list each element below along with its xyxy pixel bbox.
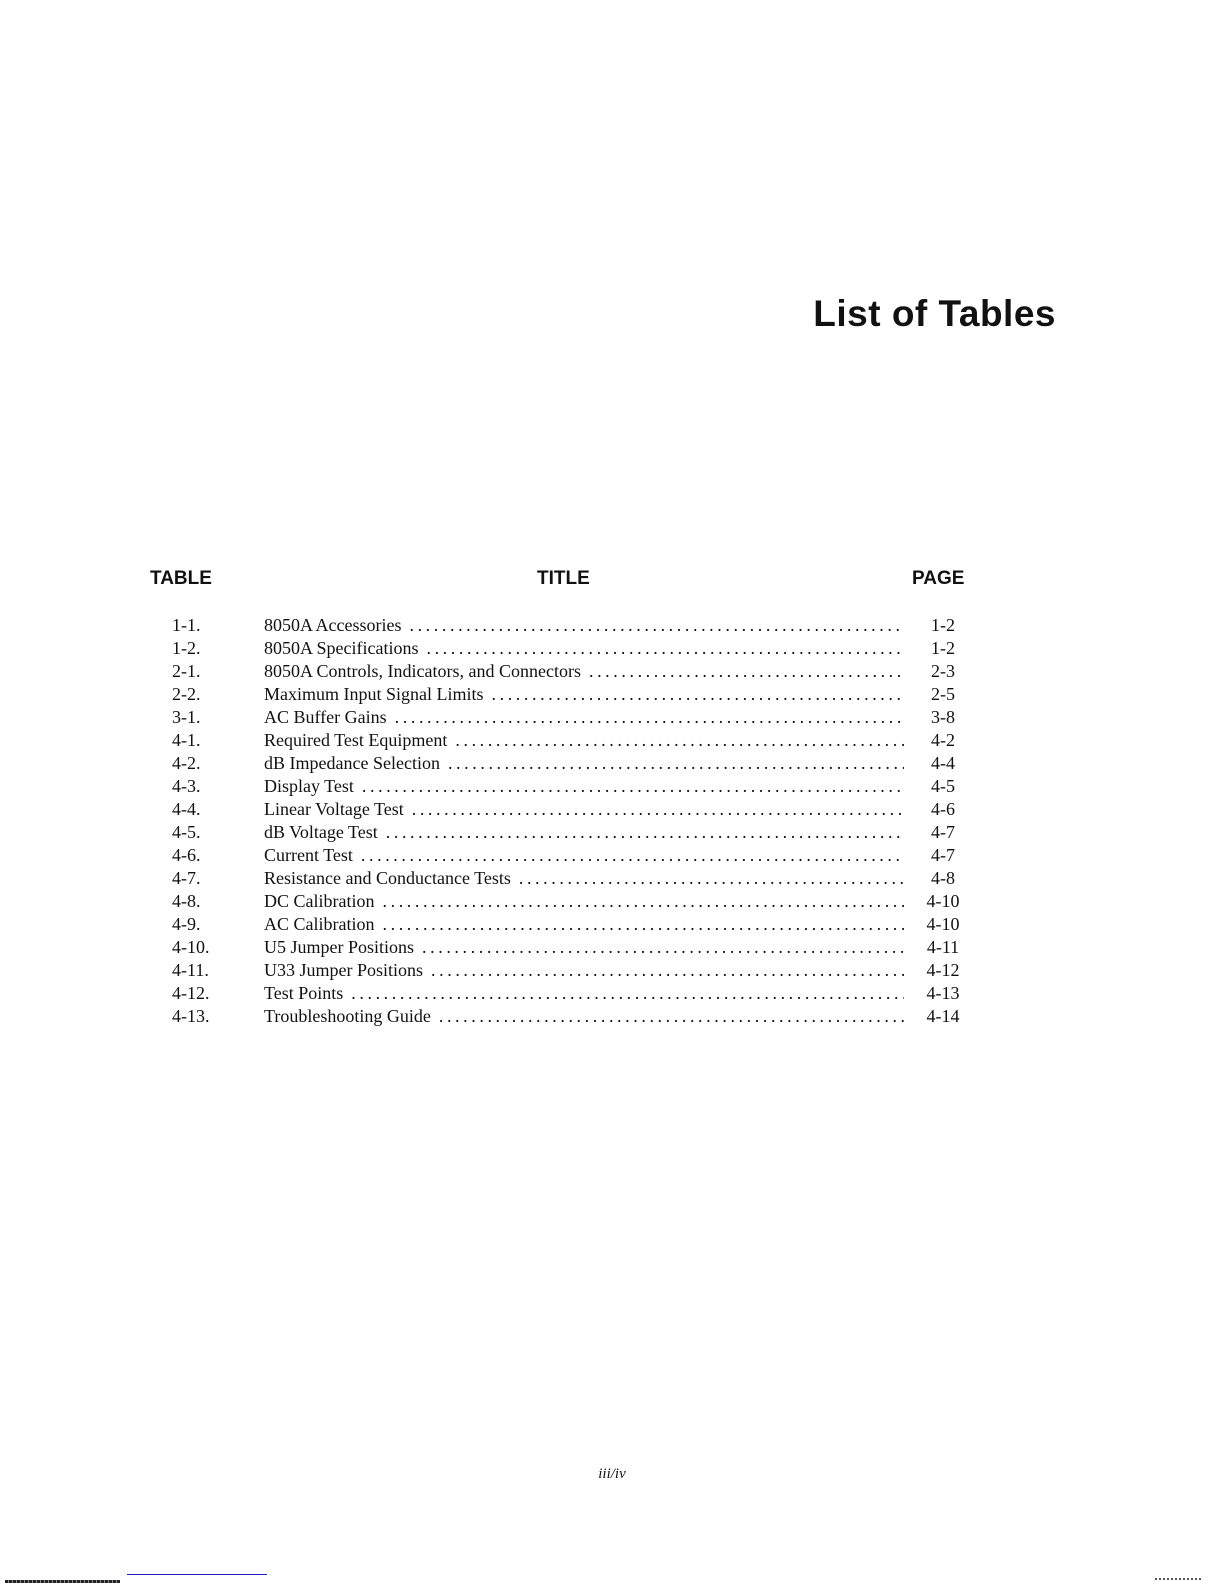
- list-item: 4-1. Required Test Equipment.............…: [0, 729, 1224, 752]
- page-ref: 4-10: [926, 891, 960, 911]
- list-item: 4-5. dB Voltage Test.....................…: [0, 821, 1224, 844]
- table-number: 4-5.: [172, 822, 201, 842]
- list-item: 4-13. Troubleshooting Guide..............…: [0, 1005, 1224, 1028]
- dot-leader: ........................................…: [385, 822, 904, 842]
- dot-leader: ........................................…: [360, 845, 904, 865]
- page-title: List of Tables: [813, 293, 1056, 334]
- table-title: Linear Voltage Test: [264, 799, 404, 819]
- list-item: 4-11. U33 Jumper Positions...............…: [0, 959, 1224, 982]
- table-number: 4-4.: [172, 799, 201, 819]
- dot-leader: ........................................…: [455, 730, 904, 750]
- table-title: Troubleshooting Guide: [264, 1006, 431, 1026]
- table-list: 1-1. 8050A Accessories...................…: [0, 614, 1224, 1028]
- list-item: 4-7. Resistance and Conductance Tests....…: [0, 867, 1224, 890]
- list-item: 1-2. 8050A Specifications................…: [0, 637, 1224, 660]
- page-ref: 4-11: [926, 937, 960, 957]
- dot-leader: ........................................…: [394, 707, 904, 727]
- page-ref: 4-14: [926, 1006, 960, 1026]
- list-item: 4-6. Current Test........................…: [0, 844, 1224, 867]
- page-ref: 4-6: [931, 799, 955, 819]
- page-ref: 4-4: [931, 753, 955, 773]
- table-number: 4-10.: [172, 937, 210, 957]
- dot-leader: ........................................…: [491, 684, 905, 704]
- dot-leader: ........................................…: [411, 799, 904, 819]
- table-title: AC Buffer Gains: [264, 707, 387, 727]
- table-title: 8050A Controls, Indicators, and Connecto…: [264, 661, 581, 681]
- list-item: 2-2. Maximum Input Signal Limits.........…: [0, 683, 1224, 706]
- table-title: 8050A Specifications: [264, 638, 419, 658]
- table-number: 1-2.: [172, 638, 201, 658]
- list-item: 4-8. DC Calibration......................…: [0, 890, 1224, 913]
- page-ref: 1-2: [931, 638, 955, 658]
- table-number: 2-1.: [172, 661, 201, 681]
- table-title: Maximum Input Signal Limits: [264, 684, 484, 704]
- page-ref: 4-5: [931, 776, 955, 796]
- column-header-table: TABLE: [150, 568, 212, 589]
- table-title: U5 Jumper Positions: [264, 937, 415, 957]
- table-title: 8050A Accessories: [264, 615, 402, 635]
- scan-artifact: [1155, 1578, 1203, 1580]
- list-item: 4-9. AC Calibration......................…: [0, 913, 1224, 936]
- page-ref: 2-3: [931, 661, 955, 681]
- list-item: 4-12. Test Points........................…: [0, 982, 1224, 1005]
- dot-leader: ........................................…: [447, 753, 904, 773]
- table-number: 2-2.: [172, 684, 201, 704]
- dot-leader: ........................................…: [382, 914, 905, 934]
- table-title: AC Calibration: [264, 914, 375, 934]
- page-ref: 1-2: [931, 615, 955, 635]
- dot-leader: ........................................…: [431, 960, 904, 980]
- page-ref: 4-10: [926, 914, 960, 934]
- table-number: 1-1.: [172, 615, 201, 635]
- dot-leader: ........................................…: [518, 868, 904, 888]
- table-number: 4-3.: [172, 776, 201, 796]
- scan-artifact-line: [127, 1574, 267, 1575]
- table-number: 4-1.: [172, 730, 201, 750]
- dot-leader: ........................................…: [426, 638, 904, 658]
- list-item: 4-4. Linear Voltage Test.................…: [0, 798, 1224, 821]
- column-header-title: TITLE: [537, 568, 590, 589]
- table-number: 4-7.: [172, 868, 201, 888]
- table-number: 4-13.: [172, 1006, 210, 1026]
- page-ref: 4-8: [931, 868, 955, 888]
- dot-leader: ........................................…: [588, 661, 904, 681]
- table-title: dB Impedance Selection: [264, 753, 440, 773]
- table-number: 4-11.: [172, 960, 209, 980]
- list-item: 4-3. Display Test........................…: [0, 775, 1224, 798]
- table-title: U33 Jumper Positions: [264, 960, 424, 980]
- table-number: 4-12.: [172, 983, 210, 1003]
- dot-leader: ........................................…: [438, 1006, 904, 1026]
- scan-artifact: [5, 1580, 120, 1583]
- list-item: 4-2. dB Impedance Selection..............…: [0, 752, 1224, 775]
- table-title: DC Calibration: [264, 891, 375, 911]
- page-ref: 3-8: [931, 707, 955, 727]
- dot-leader: ........................................…: [351, 983, 904, 1003]
- table-title: Test Points: [264, 983, 344, 1003]
- table-title: Required Test Equipment: [264, 730, 448, 750]
- table-title: Resistance and Conductance Tests: [264, 868, 511, 888]
- list-item: 2-1. 8050A Controls, Indicators, and Conn…: [0, 660, 1224, 683]
- dot-leader: ........................................…: [382, 891, 905, 911]
- column-header-page: PAGE: [912, 568, 965, 589]
- table-number: 4-8.: [172, 891, 201, 911]
- page-ref: 2-5: [931, 684, 955, 704]
- dot-leader: ........................................…: [409, 615, 904, 635]
- table-number: 4-9.: [172, 914, 201, 934]
- table-title: Display Test: [264, 776, 354, 796]
- page-ref: 4-12: [926, 960, 960, 980]
- page-ref: 4-7: [931, 845, 955, 865]
- dot-leader: ........................................…: [422, 937, 904, 957]
- page-ref: 4-7: [931, 822, 955, 842]
- page-ref: 4-2: [931, 730, 955, 750]
- table-number: 3-1.: [172, 707, 201, 727]
- list-item: 4-10. U5 Jumper Positions................…: [0, 936, 1224, 959]
- table-number: 4-6.: [172, 845, 201, 865]
- page-ref: 4-13: [926, 983, 960, 1003]
- page-number: iii/iv: [598, 1466, 626, 1482]
- list-item: 1-1. 8050A Accessories...................…: [0, 614, 1224, 637]
- table-title: dB Voltage Test: [264, 822, 378, 842]
- dot-leader: ........................................…: [361, 776, 904, 796]
- list-item: 3-1. AC Buffer Gains.....................…: [0, 706, 1224, 729]
- table-title: Current Test: [264, 845, 353, 865]
- table-number: 4-2.: [172, 753, 201, 773]
